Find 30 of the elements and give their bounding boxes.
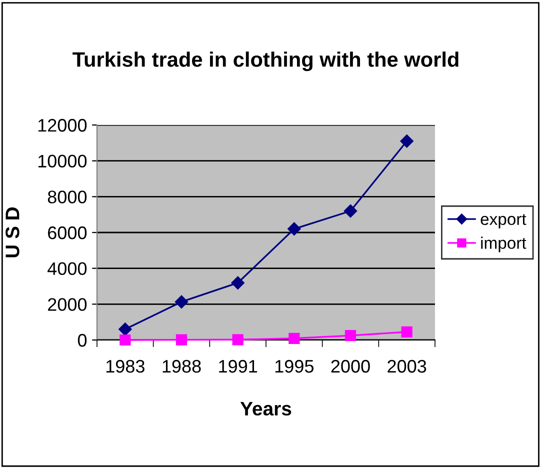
chart-title: Turkish trade in clothing with the world bbox=[72, 52, 458, 72]
x-tick-label: 1988 bbox=[162, 360, 201, 373]
point bbox=[120, 334, 131, 346]
point bbox=[344, 330, 356, 342]
y-tick-label: 6000 bbox=[48, 226, 87, 240]
x-tick-label: 2000 bbox=[331, 360, 370, 373]
point bbox=[231, 276, 244, 290]
point bbox=[288, 222, 301, 236]
point bbox=[174, 295, 188, 308]
x-tick-label: 1995 bbox=[275, 360, 314, 373]
y-tick-label: 8000 bbox=[48, 190, 87, 204]
y-tick-label: 10000 bbox=[38, 154, 87, 168]
point bbox=[232, 334, 244, 346]
x-tick-label: 1991 bbox=[219, 360, 258, 373]
y-tick-label: 4000 bbox=[48, 262, 87, 276]
y-tick-label: 12000 bbox=[38, 118, 87, 132]
x-axis-title: Years bbox=[240, 402, 292, 416]
x-tick-label: 2003 bbox=[388, 360, 426, 373]
point bbox=[176, 334, 188, 346]
legend-label: export bbox=[480, 214, 526, 228]
point bbox=[344, 204, 358, 218]
legend-label: import bbox=[481, 236, 526, 252]
y-tick-label: 0 bbox=[78, 334, 87, 347]
point bbox=[401, 326, 412, 338]
point bbox=[288, 332, 300, 344]
point bbox=[400, 134, 414, 148]
point bbox=[118, 322, 132, 336]
x-tick-label: 1983 bbox=[106, 360, 144, 373]
y-axis-title: U S D bbox=[6, 207, 20, 258]
y-tick-label: 2000 bbox=[48, 298, 87, 311]
